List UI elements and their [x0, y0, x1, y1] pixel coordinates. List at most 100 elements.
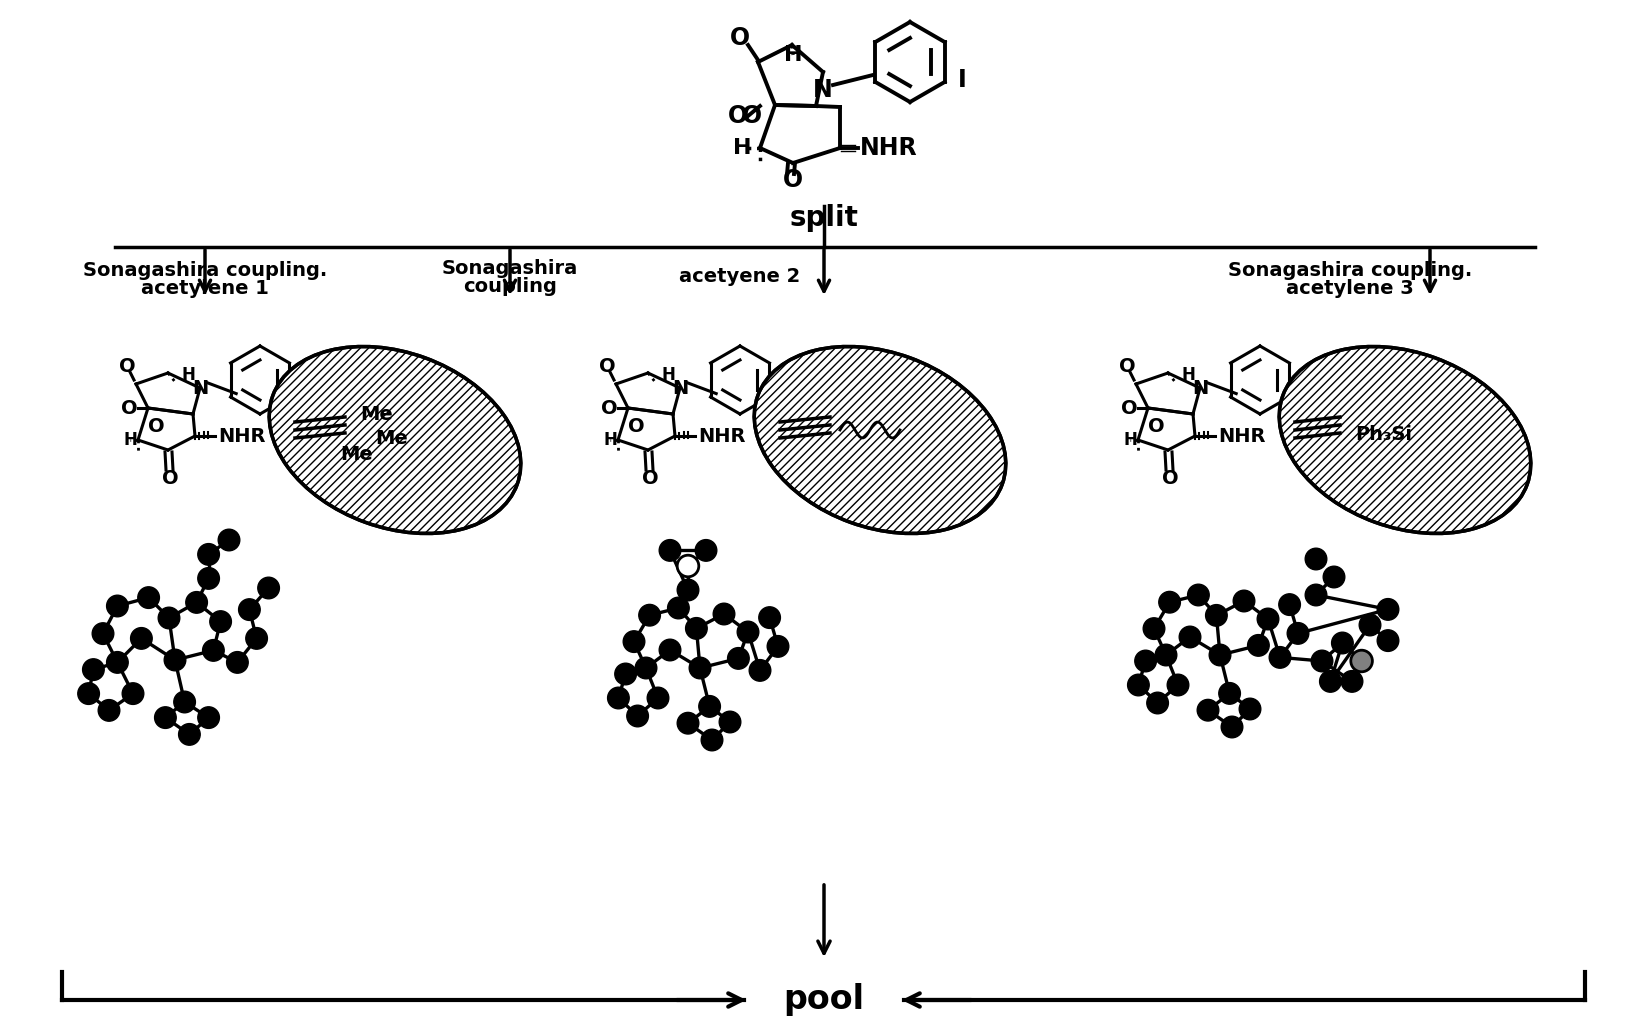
Circle shape — [198, 543, 219, 565]
Circle shape — [1239, 698, 1261, 720]
Text: Sonagashira coupling.: Sonagashira coupling. — [1228, 261, 1472, 279]
Text: NHR: NHR — [218, 426, 265, 446]
Circle shape — [1127, 674, 1149, 696]
Circle shape — [1378, 630, 1399, 651]
Circle shape — [714, 603, 735, 624]
Circle shape — [728, 648, 750, 670]
Circle shape — [1257, 608, 1279, 630]
Circle shape — [648, 687, 669, 709]
Text: O: O — [1121, 398, 1137, 418]
Circle shape — [138, 586, 160, 608]
Circle shape — [1188, 584, 1210, 606]
Ellipse shape — [755, 346, 1005, 533]
Text: O: O — [162, 468, 178, 488]
Text: O: O — [742, 104, 761, 128]
Text: O: O — [119, 357, 135, 377]
Text: O: O — [628, 418, 644, 436]
Circle shape — [768, 636, 789, 657]
Text: N: N — [191, 379, 208, 397]
Text: H: H — [733, 138, 751, 158]
Text: O: O — [600, 398, 618, 418]
Circle shape — [1378, 599, 1399, 620]
Circle shape — [99, 699, 120, 721]
Text: Sonagashira coupling.: Sonagashira coupling. — [82, 261, 326, 279]
Circle shape — [750, 659, 771, 681]
Circle shape — [1210, 644, 1231, 665]
Circle shape — [623, 631, 644, 652]
Text: O: O — [728, 104, 748, 128]
Circle shape — [677, 579, 699, 601]
Circle shape — [209, 611, 231, 633]
Text: Me: Me — [359, 406, 392, 424]
Circle shape — [1351, 650, 1373, 672]
Text: O: O — [120, 398, 137, 418]
Circle shape — [1167, 674, 1188, 696]
Text: H: H — [124, 431, 137, 449]
Circle shape — [1206, 605, 1228, 626]
Circle shape — [92, 622, 114, 644]
Text: O: O — [730, 26, 750, 50]
Circle shape — [77, 683, 99, 705]
Circle shape — [1144, 618, 1165, 640]
Text: Me: Me — [339, 446, 372, 464]
Circle shape — [1287, 622, 1309, 644]
Text: split: split — [789, 204, 859, 232]
Circle shape — [1360, 614, 1381, 636]
Circle shape — [1323, 566, 1345, 587]
Circle shape — [257, 577, 280, 599]
Circle shape — [198, 707, 219, 728]
Circle shape — [659, 539, 681, 561]
Text: O: O — [641, 468, 658, 488]
Circle shape — [218, 529, 241, 550]
Text: O: O — [598, 357, 615, 377]
Circle shape — [1220, 683, 1241, 705]
Circle shape — [1135, 650, 1157, 672]
Circle shape — [677, 556, 699, 577]
Text: pool: pool — [783, 984, 865, 1017]
Circle shape — [615, 663, 636, 685]
Text: O: O — [148, 418, 165, 436]
Circle shape — [1196, 699, 1220, 721]
Circle shape — [165, 649, 186, 671]
Circle shape — [1233, 591, 1254, 612]
Text: H: H — [603, 431, 616, 449]
Circle shape — [246, 627, 267, 649]
Circle shape — [122, 683, 143, 705]
Circle shape — [1320, 671, 1341, 692]
Text: O: O — [1147, 418, 1165, 436]
Text: N: N — [672, 379, 689, 397]
Circle shape — [1159, 592, 1180, 613]
Text: H: H — [1182, 366, 1195, 384]
Circle shape — [1248, 635, 1269, 656]
Circle shape — [1312, 650, 1333, 672]
Circle shape — [1147, 692, 1168, 714]
Circle shape — [198, 568, 219, 589]
Circle shape — [158, 607, 180, 629]
Circle shape — [239, 599, 260, 620]
Circle shape — [1305, 548, 1327, 570]
Circle shape — [226, 651, 249, 674]
Text: N: N — [812, 78, 832, 102]
Circle shape — [695, 539, 717, 561]
Circle shape — [1155, 644, 1177, 665]
Circle shape — [130, 627, 152, 649]
Circle shape — [639, 605, 661, 626]
Circle shape — [1332, 633, 1353, 654]
Text: N: N — [1192, 379, 1208, 397]
Circle shape — [686, 617, 707, 639]
Text: acetyene 2: acetyene 2 — [679, 267, 801, 287]
Circle shape — [626, 706, 648, 727]
Text: O: O — [1162, 468, 1178, 488]
Text: Sonagashira: Sonagashira — [442, 259, 578, 277]
Text: NHR: NHR — [1218, 426, 1266, 446]
Circle shape — [107, 651, 129, 674]
Text: I: I — [957, 68, 966, 92]
Circle shape — [155, 707, 176, 728]
Circle shape — [667, 597, 689, 619]
Circle shape — [1180, 626, 1201, 648]
Text: H: H — [1122, 431, 1137, 449]
Circle shape — [700, 729, 723, 751]
Circle shape — [659, 639, 681, 660]
Text: O: O — [783, 168, 803, 192]
Text: H: H — [661, 366, 676, 384]
